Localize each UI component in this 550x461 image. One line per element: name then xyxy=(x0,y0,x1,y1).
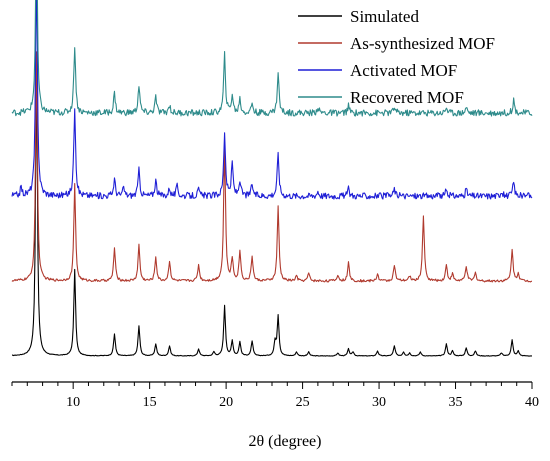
series-line-2 xyxy=(11,51,533,283)
legend-label-3: Activated MOF xyxy=(350,61,457,80)
plot-area xyxy=(11,0,533,357)
legend: Simulated As-synthesized MOF Activated MOF… xyxy=(298,7,495,107)
legend-label-1: Simulated xyxy=(350,7,419,26)
x-tick-label: 30 xyxy=(372,395,386,410)
x-tick-label: 15 xyxy=(143,395,157,410)
x-axis-title: 2θ (degree) xyxy=(249,433,322,450)
x-tick-label: 25 xyxy=(296,395,310,410)
series-line-3 xyxy=(11,0,533,200)
series-line-4 xyxy=(11,0,533,117)
x-tick-label: 20 xyxy=(219,395,233,410)
x-tick-label: 40 xyxy=(525,395,539,410)
series-line-1 xyxy=(11,55,533,357)
x-tick-label: 10 xyxy=(66,395,80,410)
legend-label-2: As-synthesized MOF xyxy=(350,34,495,53)
legend-label-4: Recovered MOF xyxy=(350,88,464,107)
x-axis-ticks: 10 15 20 25 30 35 40 xyxy=(11,382,539,410)
x-tick-label: 35 xyxy=(449,395,463,410)
